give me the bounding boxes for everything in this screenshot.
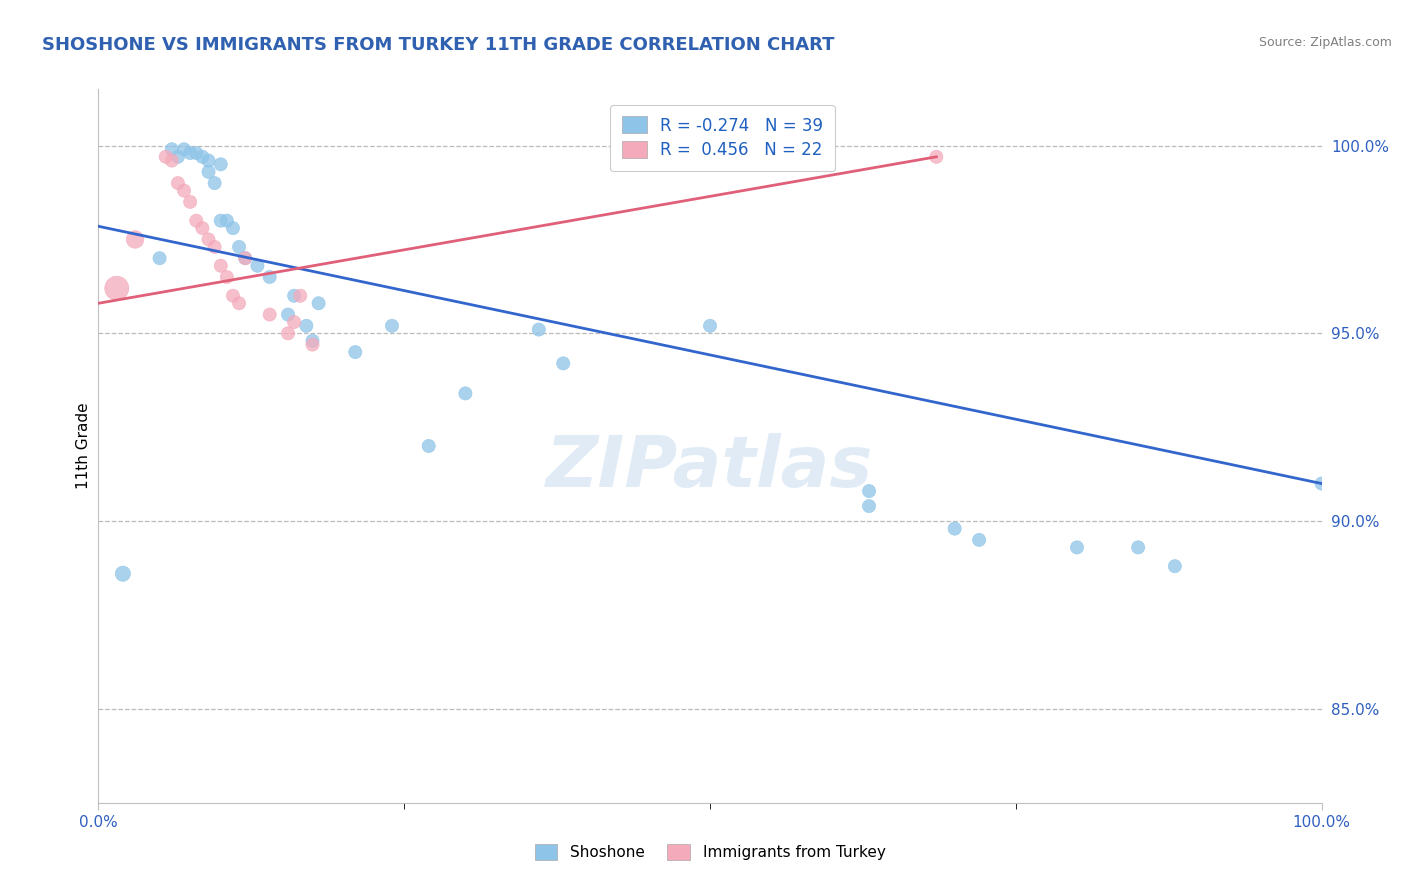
Point: [197, 232, 219, 246]
Point: [344, 345, 367, 359]
Point: [259, 270, 281, 285]
Point: [1128, 541, 1150, 555]
Text: SHOSHONE VS IMMIGRANTS FROM TURKEY 11TH GRADE CORRELATION CHART: SHOSHONE VS IMMIGRANTS FROM TURKEY 11TH …: [42, 36, 835, 54]
Point: [124, 232, 146, 246]
Text: Source: ZipAtlas.com: Source: ZipAtlas.com: [1258, 36, 1392, 49]
Point: [925, 150, 948, 164]
Point: [149, 251, 172, 265]
Point: [301, 334, 323, 348]
Point: [277, 308, 299, 322]
Point: [527, 322, 550, 336]
Text: ZIPatlas: ZIPatlas: [547, 433, 873, 502]
Point: [215, 213, 238, 227]
Point: [173, 184, 195, 198]
Point: [222, 221, 245, 235]
Point: [290, 289, 312, 303]
Point: [283, 289, 305, 303]
Point: [197, 153, 219, 168]
Point: [186, 213, 208, 227]
Point: [186, 146, 208, 161]
Point: [191, 221, 214, 235]
Point: [418, 439, 440, 453]
Point: [553, 356, 575, 370]
Point: [259, 308, 281, 322]
Point: [173, 142, 195, 156]
Y-axis label: 11th Grade: 11th Grade: [76, 402, 91, 490]
Point: [283, 315, 305, 329]
Point: [105, 281, 128, 295]
Point: [233, 251, 256, 265]
Point: [209, 259, 232, 273]
Point: [381, 318, 404, 333]
Point: [246, 259, 269, 273]
Point: [111, 566, 134, 581]
Point: [308, 296, 330, 310]
Point: [943, 522, 966, 536]
Legend: Shoshone, Immigrants from Turkey: Shoshone, Immigrants from Turkey: [529, 838, 891, 866]
Point: [1164, 559, 1187, 574]
Point: [204, 240, 226, 254]
Point: [160, 142, 183, 156]
Point: [160, 153, 183, 168]
Point: [209, 157, 232, 171]
Point: [233, 251, 256, 265]
Point: [155, 150, 177, 164]
Point: [1066, 541, 1088, 555]
Point: [167, 150, 190, 164]
Point: [167, 176, 190, 190]
Point: [295, 318, 318, 333]
Point: [277, 326, 299, 341]
Point: [1310, 476, 1333, 491]
Point: [179, 146, 201, 161]
Point: [454, 386, 477, 401]
Point: [967, 533, 990, 547]
Point: [179, 194, 201, 209]
Point: [301, 337, 323, 351]
Point: [209, 213, 232, 227]
Point: [191, 150, 214, 164]
Point: [222, 289, 245, 303]
Point: [858, 484, 880, 499]
Point: [228, 296, 250, 310]
Point: [228, 240, 250, 254]
Point: [197, 165, 219, 179]
Point: [215, 270, 238, 285]
Point: [858, 499, 880, 513]
Point: [204, 176, 226, 190]
Point: [699, 318, 721, 333]
